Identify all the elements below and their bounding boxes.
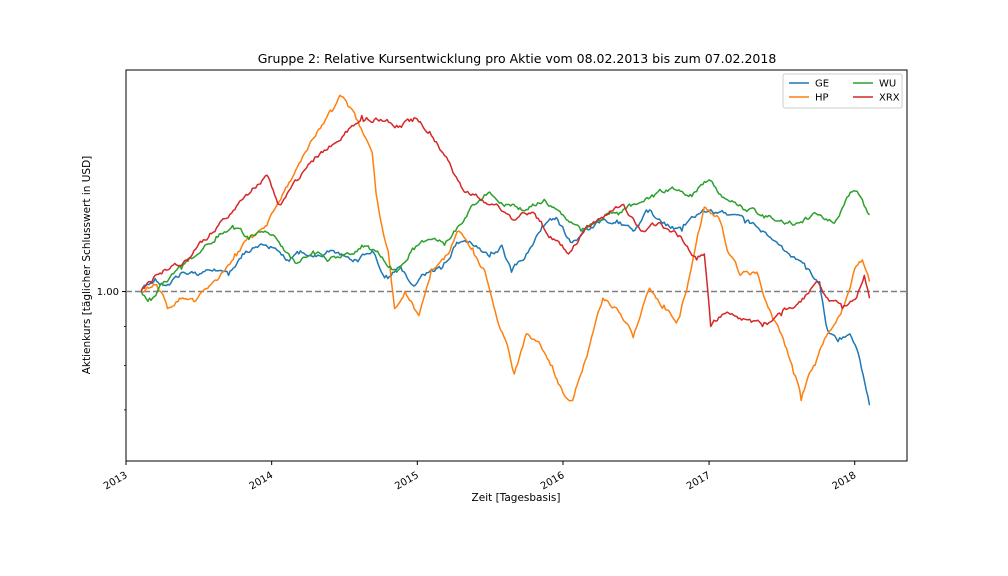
legend-label-wu: WU <box>879 79 896 90</box>
y-axis-label: Aktienkurs [täglicher Schlusswert in USD… <box>81 156 93 375</box>
series-line-hp <box>140 94 871 402</box>
legend-label-hp: HP <box>815 93 829 104</box>
series-line-wu <box>140 179 871 303</box>
x-tick-label: 2018 <box>831 470 859 492</box>
legend-label-xrx: XRX <box>879 93 900 104</box>
x-tick-label: 2014 <box>248 470 276 492</box>
x-tick-label: 2016 <box>539 470 567 492</box>
plot-frame <box>125 69 908 462</box>
x-tick-label: 2013 <box>102 470 130 492</box>
legend-label-ge: GE <box>815 79 829 90</box>
y-tick-label: 1.00 <box>97 287 119 298</box>
x-axis-label: Zeit [Tagesbasis] <box>472 492 561 504</box>
chart-title: Gruppe 2: Relative Kursentwicklung pro A… <box>258 51 777 66</box>
x-axis: 2013 2014 2015 2016 2017 2018 <box>102 461 858 492</box>
x-tick-label: 2017 <box>685 470 713 492</box>
x-tick-label: 2015 <box>393 470 421 492</box>
series-layer <box>140 94 871 406</box>
legend: GE HP WU XRX <box>782 73 903 109</box>
plot-area <box>125 69 908 462</box>
series-line-ge <box>140 208 871 406</box>
series-line-xrx <box>140 114 871 328</box>
y-axis: 1.00 <box>97 287 126 411</box>
